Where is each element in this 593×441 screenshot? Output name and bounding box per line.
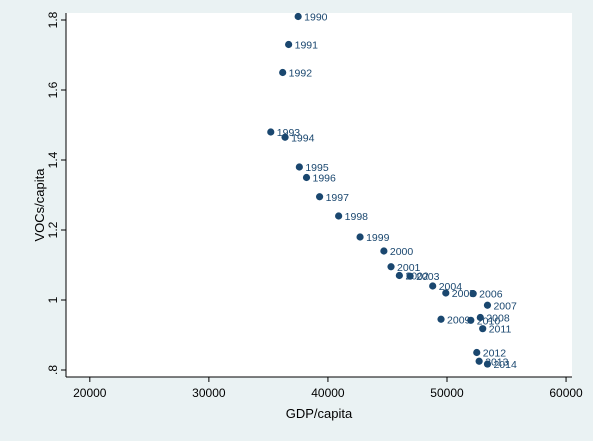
data-point [267,128,275,136]
data-point [295,163,303,171]
data-point [469,290,477,298]
point-label: 2008 [486,313,510,325]
point-label: 2012 [483,348,507,360]
point-label: 2006 [479,289,503,301]
y-tick-label: 1.6 [46,81,60,98]
point-label: 2007 [493,300,517,312]
x-axis-title: GDP/capita [286,406,353,421]
y-axis-title: VOCs/capita [32,168,47,242]
point-label: 2001 [397,262,421,274]
data-point [437,315,445,323]
point-label: 2013 [485,356,509,368]
point-label: 2009 [447,314,471,326]
point-label: 1998 [345,211,369,223]
data-point [302,173,311,182]
point-label: 2005 [452,288,476,300]
data-point [395,271,403,280]
axes: 20000 30000 40000 50000 60000 .8 1 1.2 1.4 1.6 1.8 [46,11,583,400]
data-point [406,272,414,280]
point-label: 1994 [291,132,315,144]
point-label: 2011 [489,324,512,336]
data-point [467,316,475,324]
point-label: 1996 [312,173,336,185]
data-point [483,301,492,309]
data-point [294,12,302,21]
point-label: 1999 [366,232,390,244]
data-points: 1990199119921993199419951996199719981999… [267,12,517,371]
y-tick-label: 1.2 [46,221,60,238]
data-point [483,360,492,368]
data-point [387,263,395,271]
data-point [473,348,481,357]
point-label: 1991 [295,40,319,52]
point-label: 2003 [416,271,440,283]
data-point [281,133,289,141]
point-label: 1992 [289,68,313,80]
data-point [442,289,450,297]
data-point [475,357,483,365]
point-label: 1995 [305,162,329,174]
y-tick-label: 1 [46,296,60,303]
point-label: 1990 [304,12,328,24]
data-point [476,313,484,322]
x-tick-label: 20000 [73,386,107,400]
y-tick-label: 1.4 [46,151,60,168]
y-tick-label: .8 [46,365,60,375]
data-point [380,247,388,255]
x-tick-label: 40000 [311,386,345,400]
x-tick-label: 60000 [549,386,583,400]
data-point [335,212,343,220]
data-point [479,325,487,333]
point-label: 1997 [326,192,350,204]
x-tick-label: 30000 [192,386,226,400]
x-tick-label: 50000 [430,386,464,400]
data-point [315,193,324,201]
data-point [429,282,437,290]
data-point [285,40,293,49]
point-label: 2000 [390,246,414,258]
y-tick-label: 1.8 [46,11,60,28]
data-point [279,68,287,77]
point-label: 2014 [493,359,517,371]
point-label: 2010 [477,315,501,327]
data-point [356,233,364,241]
